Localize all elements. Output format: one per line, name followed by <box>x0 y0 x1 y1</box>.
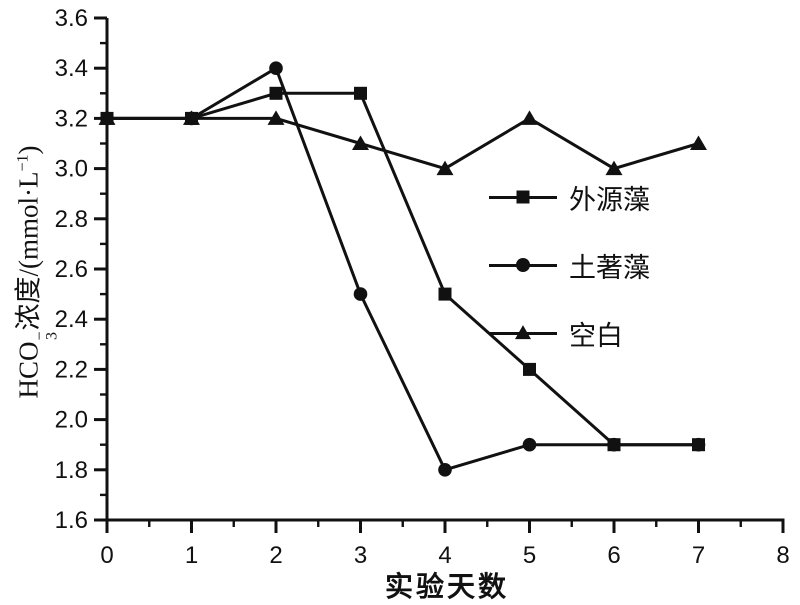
legend-item-exogenous-algae: 外源藻 <box>489 182 650 215</box>
square-marker <box>607 438 621 452</box>
legend-line-sample <box>489 258 557 272</box>
square-marker <box>438 287 452 301</box>
circle-marker <box>522 437 537 452</box>
y-tick-label: 3.0 <box>55 156 88 183</box>
triangle-marker <box>605 160 623 176</box>
y-tick-label: 2.8 <box>55 206 88 233</box>
x-tick-label: 1 <box>185 542 198 569</box>
square-marker <box>269 86 283 100</box>
legend-label-exogenous-algae: 外源藻 <box>569 184 650 215</box>
y-axis-title-mid: 浓度/(mmol·L <box>13 171 44 331</box>
legend-label-native-algae: 土著藻 <box>569 252 650 283</box>
triangle-marker <box>267 110 285 125</box>
x-tick-label: 6 <box>607 542 620 569</box>
square-marker <box>185 111 198 125</box>
square-marker <box>523 362 536 376</box>
x-tick-label: 2 <box>269 542 282 569</box>
triangle-marker <box>436 160 454 176</box>
y-tick-label: 2.2 <box>55 356 88 383</box>
circle-icon <box>516 258 530 272</box>
y-tick-label: 2.0 <box>55 407 88 434</box>
ion-subscript: 3 <box>44 332 61 340</box>
y-tick-label: 3.6 <box>55 5 88 32</box>
legend-item-blank-control: 空白 <box>489 318 650 351</box>
y-tick-label: 2.6 <box>55 256 88 283</box>
x-axis-title: 实验天数 <box>384 572 510 603</box>
ion-charge-stack: −3 <box>32 331 61 340</box>
x-tick-label: 7 <box>692 542 705 569</box>
legend-line-sample <box>489 190 557 204</box>
square-icon <box>516 190 530 204</box>
square-marker <box>100 111 114 125</box>
triangle-marker <box>521 110 538 125</box>
legend-item-native-algae: 土著藻 <box>489 250 650 283</box>
x-tick-label: 5 <box>523 542 536 569</box>
y-tick-label: 1.8 <box>55 457 88 484</box>
circle-marker <box>438 463 452 477</box>
series-line-blank-control <box>107 116 699 171</box>
circle-marker <box>269 61 283 75</box>
y-axis-title-prefix: HCO <box>13 341 44 399</box>
circle-marker <box>353 287 368 301</box>
x-tick-label: 0 <box>100 542 113 569</box>
series-line-native-algae <box>107 65 699 472</box>
y-tick-label: 1.6 <box>55 507 88 534</box>
y-tick-label: 2.4 <box>55 306 88 333</box>
y-axis-title-suffix: ) <box>13 145 44 155</box>
x-tick-label: 8 <box>776 542 789 569</box>
legend-label-blank-control: 空白 <box>569 320 623 351</box>
triangle-marker <box>352 135 369 150</box>
square-marker <box>354 86 367 100</box>
y-tick-label: 3.4 <box>55 55 88 82</box>
y-axis-title-exponent: −1 <box>14 154 32 172</box>
x-tick-label: 3 <box>354 542 367 569</box>
x-tick-label: 4 <box>438 542 451 569</box>
legend: 外源藻 土著藻 空白 <box>489 182 650 351</box>
triangle-marker <box>690 135 707 150</box>
series-line-exogenous-algae <box>107 91 699 447</box>
y-axis-title: HCO −3 浓度/(mmol·L−1) <box>7 145 61 399</box>
legend-line-sample <box>489 325 557 340</box>
triangle-icon <box>515 325 531 340</box>
square-marker <box>692 438 705 452</box>
y-tick-label: 3.2 <box>55 105 88 132</box>
